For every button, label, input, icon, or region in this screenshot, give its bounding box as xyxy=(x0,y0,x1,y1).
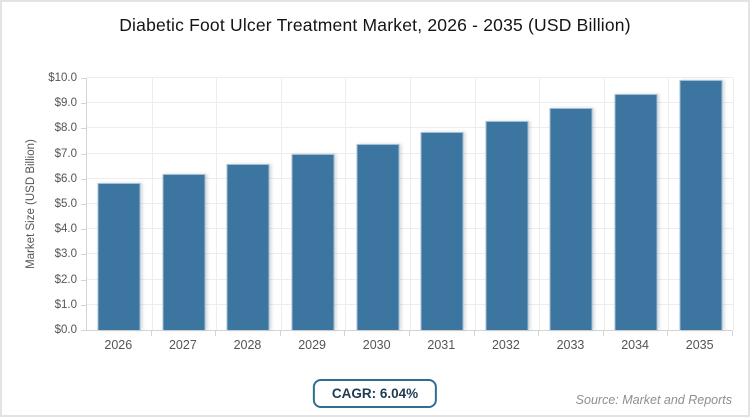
y-tick-label: $8.0 xyxy=(54,122,77,135)
x-tick-label: 2029 xyxy=(298,338,326,352)
x-tick-label: 2033 xyxy=(556,338,585,352)
x-tick-label: 2035 xyxy=(685,338,714,352)
bar-slot xyxy=(410,78,475,330)
y-tick-mark xyxy=(81,103,86,105)
bar-2028 xyxy=(226,164,270,330)
x-tick-mark xyxy=(279,331,281,336)
y-tick-mark xyxy=(81,279,86,281)
gridline-vertical xyxy=(603,78,605,330)
y-tick-label: $10.0 xyxy=(48,72,77,84)
chart-title: Diabetic Foot Ulcer Treatment Market, 20… xyxy=(119,15,631,35)
y-tick-mark xyxy=(81,254,86,256)
gridline-vertical xyxy=(410,78,411,330)
bar-slot xyxy=(281,78,346,330)
x-tick-mark xyxy=(732,331,733,336)
gridline-vertical xyxy=(539,78,541,330)
x-tick-label: 2032 xyxy=(491,338,520,352)
x-tick-mark xyxy=(473,331,475,336)
x-tick-label: 2027 xyxy=(168,338,197,352)
x-tick-mark xyxy=(150,331,152,336)
y-tick-mark xyxy=(81,128,86,130)
y-tick-label: $6.0 xyxy=(54,172,77,185)
bar-2031 xyxy=(420,132,464,330)
x-tick-mark xyxy=(602,331,604,336)
bar-2034 xyxy=(614,94,658,330)
gridline-vertical xyxy=(733,78,734,330)
x-tick-label: 2026 xyxy=(104,338,133,352)
x-tick-mark xyxy=(538,331,540,336)
y-tick-label: $1.0 xyxy=(54,298,77,311)
bar-2027 xyxy=(162,173,206,330)
bar-slot xyxy=(475,78,540,330)
y-tick-label: $9.0 xyxy=(54,97,77,110)
bar-2033 xyxy=(549,108,593,330)
cagr-badge: CAGR: 6.04% xyxy=(312,379,438,408)
y-tick-label: $2.0 xyxy=(54,273,77,286)
bar-2030 xyxy=(356,143,400,330)
bar-2035 xyxy=(679,80,723,330)
gridline-vertical xyxy=(474,78,476,330)
x-tick-mark xyxy=(215,331,217,336)
y-tick-mark xyxy=(81,178,86,180)
y-tick-label: $4.0 xyxy=(54,223,77,236)
y-tick-label: $7.0 xyxy=(54,147,77,160)
gridline-vertical xyxy=(216,78,218,330)
bar-2032 xyxy=(485,120,529,330)
y-tick-label: $5.0 xyxy=(54,198,77,210)
y-tick-mark xyxy=(81,304,86,306)
gridline-vertical xyxy=(280,78,282,330)
bar-slot xyxy=(87,78,152,330)
x-tick-mark xyxy=(667,331,669,336)
y-tick-mark xyxy=(81,204,86,205)
y-tick-mark xyxy=(81,229,86,231)
plot-area xyxy=(86,77,734,331)
x-tick-label: 2030 xyxy=(362,338,391,352)
y-tick-mark xyxy=(81,78,86,79)
bar-slot xyxy=(604,78,669,330)
gridline-vertical xyxy=(151,78,153,330)
gridline-vertical xyxy=(668,78,670,330)
y-tick-mark xyxy=(81,153,86,155)
x-tick-label: 2028 xyxy=(233,338,262,352)
cagr-badge-label: CAGR: 6.04% xyxy=(331,386,419,401)
bar-slot xyxy=(345,78,410,330)
x-tick-mark xyxy=(409,331,410,336)
bar-slot xyxy=(152,78,217,330)
bar-slot xyxy=(216,78,281,330)
gridline-vertical xyxy=(345,78,347,330)
x-tick-label: 2034 xyxy=(621,338,649,352)
x-tick-mark xyxy=(344,331,346,336)
gridline-horizontal xyxy=(87,77,733,78)
bar-slot xyxy=(668,78,733,330)
source-text: Source: Market and Reports xyxy=(575,393,732,407)
x-tick-label: 2031 xyxy=(427,338,456,352)
y-tick-mark xyxy=(81,330,86,331)
y-tick-label: $3.0 xyxy=(54,248,77,261)
bar-slot xyxy=(539,78,604,330)
bar-2026 xyxy=(97,182,141,330)
bar-2029 xyxy=(291,154,335,330)
y-tick-label: $0.0 xyxy=(54,324,77,336)
